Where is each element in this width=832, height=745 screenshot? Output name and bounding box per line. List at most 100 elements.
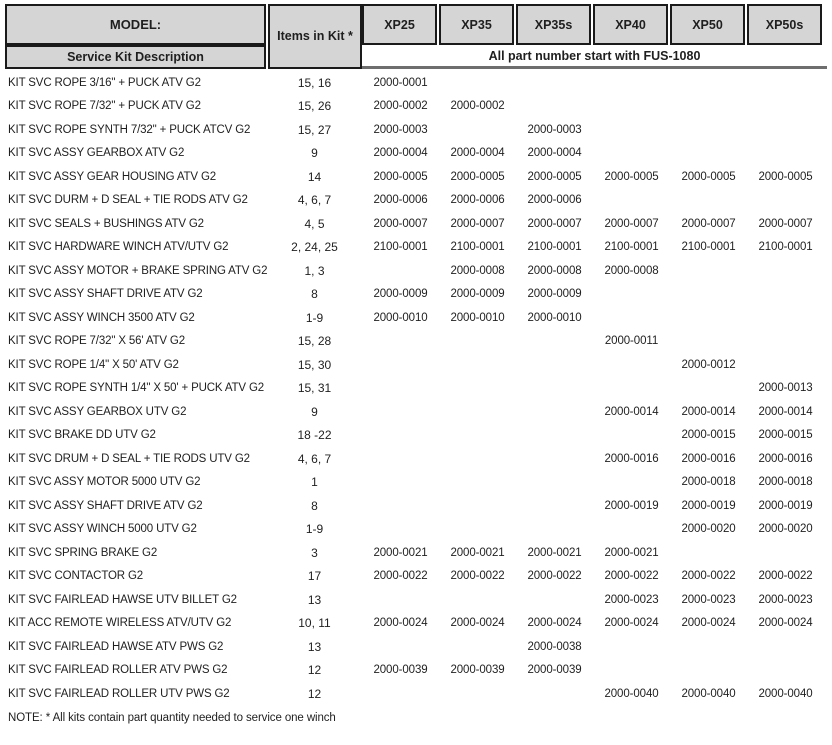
part-number-cell: 2000-0015: [758, 429, 813, 442]
items-cell: 4, 5: [304, 216, 325, 231]
table-row: KIT SVC ASSY MOTOR 5000 UTV G2 1 2000-00…: [5, 471, 824, 495]
part-number-prefix-text: All part number start with FUS-1080: [488, 48, 701, 63]
model-header-label: MODEL:: [109, 17, 162, 32]
part-number-cell: 2000-0019: [681, 499, 736, 512]
table-row: KIT SVC ROPE SYNTH 1/4" X 50' + PUCK ATV…: [5, 377, 824, 401]
table-row: KIT SVC ROPE 7/32" X 56' ATV G2 15, 28 2…: [5, 330, 824, 354]
items-in-kit-header-cell: Items in Kit *: [268, 4, 362, 69]
table-row: KIT SVC FAIRLEAD ROLLER ATV PWS G2 12 20…: [5, 659, 824, 683]
part-number-cell: 2100-0001: [527, 241, 582, 254]
part-number-cell: 2000-0040: [604, 687, 659, 700]
kit-description-cell: KIT SVC FAIRLEAD ROLLER ATV PWS G2: [8, 664, 228, 677]
part-number-cell: 2000-0007: [527, 217, 582, 230]
table-row: KIT SVC ASSY MOTOR + BRAKE SPRING ATV G2…: [5, 259, 824, 283]
table-body: KIT SVC ROPE 3/16" + PUCK ATV G2 15, 16 …: [5, 71, 824, 706]
model-header-cell: MODEL:: [5, 4, 266, 45]
table-row: KIT SVC ROPE 3/16" + PUCK ATV G2 15, 16 …: [5, 71, 824, 95]
table-row: KIT SVC SEALS + BUSHINGS ATV G2 4, 5 200…: [5, 212, 824, 236]
part-number-cell: 2000-0024: [681, 617, 736, 630]
part-number-cell: 2100-0001: [681, 241, 736, 254]
part-number-cell: 2000-0006: [527, 194, 582, 207]
part-number-cell: 2000-0016: [604, 452, 659, 465]
items-cell: 1-9: [305, 310, 324, 325]
kit-description-cell: KIT SVC CONTACTOR G2: [8, 570, 144, 583]
part-number-cell: 2000-0015: [681, 429, 736, 442]
kit-description-cell: KIT SVC SPRING BRAKE G2: [8, 546, 158, 559]
kit-description-cell: KIT SVC BRAKE DD UTV G2: [8, 429, 156, 442]
items-cell: 10, 11: [298, 616, 331, 631]
part-number-cell: 2000-0016: [681, 452, 736, 465]
model-col-label: XP50: [692, 17, 723, 32]
part-number-cell: 2000-0009: [527, 288, 582, 301]
model-col-header-xp35s: XP35s: [516, 4, 591, 45]
items-cell: 4, 6, 7: [297, 193, 332, 208]
table-row: KIT SVC ASSY GEARBOX ATV G2 9 2000-0004 …: [5, 142, 824, 166]
part-number-cell: 2000-0022: [758, 570, 813, 583]
part-number-cell: 2000-0024: [527, 617, 582, 630]
part-number-cell: 2100-0001: [450, 241, 505, 254]
part-number-cell: 2000-0013: [758, 382, 813, 395]
items-cell: 15, 27: [297, 122, 332, 137]
part-number-cell: 2000-0020: [681, 523, 736, 536]
items-cell: 13: [307, 639, 322, 654]
part-number-cell: 2000-0005: [450, 170, 505, 183]
part-number-cell: 2100-0001: [373, 241, 428, 254]
part-number-cell: 2000-0021: [373, 546, 428, 559]
part-number-cell: 2000-0014: [604, 405, 659, 418]
part-number-cell: 2000-0005: [373, 170, 428, 183]
table-row: KIT SVC ASSY GEARBOX UTV G2 9 2000-0014 …: [5, 400, 824, 424]
table-row: KIT SVC FAIRLEAD ROLLER UTV PWS G2 12 20…: [5, 682, 824, 706]
part-number-cell: 2000-0039: [373, 664, 428, 677]
model-col-label: XP35: [461, 17, 492, 32]
items-cell: 8: [311, 498, 318, 513]
part-number-cell: 2000-0006: [373, 194, 428, 207]
part-number-cell: 2000-0012: [681, 358, 736, 371]
model-col-label: XP40: [615, 17, 646, 32]
table-row: KIT SVC SPRING BRAKE G2 3 2000-0021 2000…: [5, 541, 824, 565]
part-number-cell: 2000-0020: [758, 523, 813, 536]
items-in-kit-label: Items in Kit *: [277, 28, 353, 43]
kit-description-cell: KIT SVC ASSY GEARBOX ATV G2: [8, 147, 185, 160]
kit-description-cell: KIT SVC DURM + D SEAL + TIE RODS ATV G2: [8, 194, 248, 207]
table-row: KIT SVC HARDWARE WINCH ATV/UTV G2 2, 24,…: [5, 236, 824, 260]
part-number-cell: 2000-0019: [604, 499, 659, 512]
table-row: KIT SVC CONTACTOR G2 17 2000-0022 2000-0…: [5, 565, 824, 589]
kit-description-cell: KIT SVC FAIRLEAD HAWSE ATV PWS G2: [8, 640, 224, 653]
part-number-cell: 2000-0014: [758, 405, 813, 418]
kit-description-cell: KIT SVC ROPE 1/4" X 50' ATV G2: [8, 358, 179, 371]
table-row: KIT SVC ASSY SHAFT DRIVE ATV G2 8 2000-0…: [5, 494, 824, 518]
items-cell: 12: [307, 686, 322, 701]
part-number-cell: 2000-0004: [373, 147, 428, 160]
kit-description-cell: KIT SVC FAIRLEAD HAWSE UTV BILLET G2: [8, 593, 237, 606]
part-number-cell: 2000-0003: [527, 123, 582, 136]
part-number-cell: 2000-0018: [681, 476, 736, 489]
model-col-header-xp50s: XP50s: [747, 4, 822, 45]
items-cell: 9: [311, 146, 318, 161]
items-cell: 15, 16: [297, 75, 332, 90]
part-number-cell: 2000-0007: [604, 217, 659, 230]
part-number-cell: 2000-0007: [450, 217, 505, 230]
part-number-cell: 2000-0002: [450, 100, 505, 113]
kit-description-cell: KIT SVC ROPE 3/16" + PUCK ATV G2: [8, 76, 201, 89]
part-number-cell: 2000-0023: [681, 593, 736, 606]
items-cell: 14: [307, 169, 322, 184]
part-number-cell: 2000-0021: [450, 546, 505, 559]
model-col-header-xp50: XP50: [670, 4, 745, 45]
part-number-cell: 2000-0019: [758, 499, 813, 512]
items-cell: 18 -22: [297, 428, 332, 443]
items-cell: 8: [311, 287, 318, 302]
table-row: KIT SVC ROPE 7/32" + PUCK ATV G2 15, 26 …: [5, 95, 824, 119]
kit-description-cell: KIT SVC SEALS + BUSHINGS ATV G2: [8, 217, 204, 230]
items-cell: 2, 24, 25: [291, 240, 338, 255]
kit-description-cell: KIT SVC ROPE SYNTH 1/4" X 50' + PUCK ATV…: [8, 382, 265, 395]
part-number-cell: 2000-0023: [604, 593, 659, 606]
table-row: KIT SVC ROPE 1/4" X 50' ATV G2 15, 30 20…: [5, 353, 824, 377]
part-number-cell: 2000-0010: [450, 311, 505, 324]
model-col-header-xp35: XP35: [439, 4, 514, 45]
model-col-header-xp40: XP40: [593, 4, 668, 45]
kit-description-cell: KIT SVC ASSY MOTOR 5000 UTV G2: [8, 476, 201, 489]
model-col-label: XP25: [384, 17, 415, 32]
kit-description-cell: KIT SVC ASSY GEAR HOUSING ATV G2: [8, 170, 217, 183]
part-number-cell: 2000-0005: [758, 170, 813, 183]
table-row: KIT SVC ASSY WINCH 5000 UTV G2 1-9 2000-…: [5, 518, 824, 542]
